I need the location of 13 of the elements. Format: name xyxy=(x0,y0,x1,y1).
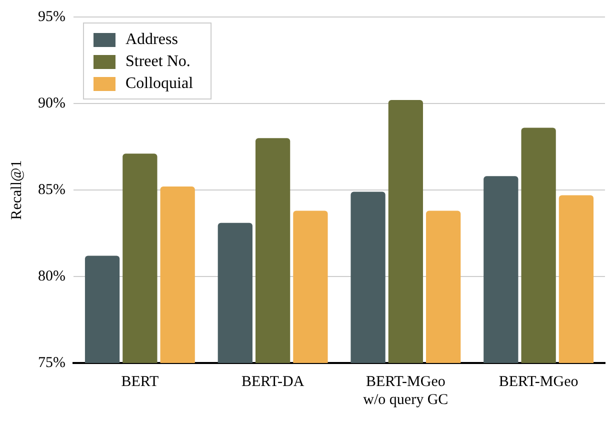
y-tick-label: 75% xyxy=(38,354,66,371)
x-tick-label: BERT-DA xyxy=(241,374,304,390)
legend-label: Street No. xyxy=(125,53,190,70)
x-tick-label: BERT-MGeo w/o query GC xyxy=(363,374,448,408)
legend-label: Address xyxy=(125,31,178,48)
legend-label: Colloquial xyxy=(125,75,194,92)
y-tick-label: 80% xyxy=(38,268,66,284)
y-axis-title: Recall@1 xyxy=(8,160,25,220)
y-tick-label: 85% xyxy=(38,182,66,198)
y-tick-label: 90% xyxy=(38,95,66,112)
x-tick-label: BERT xyxy=(121,374,159,390)
x-tick-label: BERT-MGeo xyxy=(498,374,578,390)
y-tick-label: 95% xyxy=(38,8,66,25)
